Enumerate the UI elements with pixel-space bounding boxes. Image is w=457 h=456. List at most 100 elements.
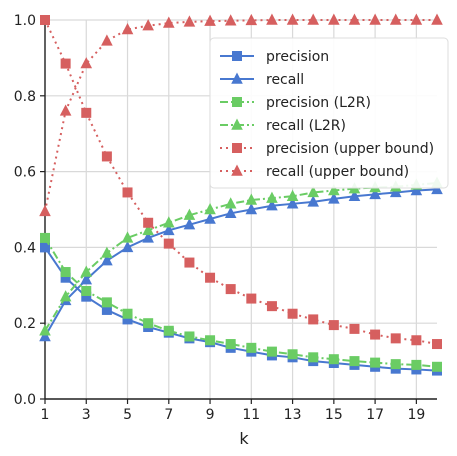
data-point [245, 202, 258, 215]
data-point [266, 301, 277, 312]
data-point [122, 187, 133, 198]
data-point [81, 291, 92, 302]
y-tick-label: 0.0 [14, 392, 36, 408]
data-point [225, 339, 236, 350]
data-point [143, 318, 154, 329]
data-point [80, 273, 93, 285]
data-point [81, 285, 92, 296]
data-point [80, 265, 93, 277]
series-5 [39, 13, 443, 217]
data-point [307, 185, 320, 198]
data-point [287, 308, 298, 319]
legend-item: recall [220, 72, 304, 88]
data-point [411, 359, 422, 370]
series-2 [40, 232, 442, 372]
data-point [60, 267, 71, 278]
data-point [370, 329, 381, 340]
data-point [224, 206, 237, 219]
data-point [121, 240, 134, 253]
data-point [59, 290, 72, 302]
data-point [245, 193, 258, 205]
series-4 [40, 15, 442, 350]
data-point [81, 107, 92, 118]
data-point [431, 182, 443, 195]
data-point [328, 192, 340, 204]
data-point [349, 356, 360, 367]
legend-box [209, 37, 449, 189]
data-point [143, 217, 154, 228]
data-point [349, 323, 360, 334]
data-point [390, 359, 401, 370]
data-point [266, 13, 278, 25]
data-point [142, 223, 154, 236]
data-point [308, 314, 319, 325]
data-point [431, 13, 443, 25]
data-point [121, 22, 134, 35]
series-line [44, 181, 438, 332]
data-point [183, 218, 196, 230]
data-point [204, 14, 216, 26]
data-point [266, 191, 278, 203]
data-point [224, 14, 237, 26]
data-point [411, 335, 422, 346]
data-point [205, 272, 216, 283]
data-point [266, 346, 277, 357]
data-point [369, 187, 381, 200]
data-point [246, 342, 257, 353]
legend-item: precision [220, 49, 329, 65]
data-point [225, 284, 236, 295]
data-point [184, 331, 195, 342]
data-point [390, 333, 401, 344]
legend: precision recall precision (L2R) recall (L2… [209, 37, 449, 189]
y-tick-label: 0.2 [14, 316, 36, 332]
data-point [183, 15, 196, 27]
data-point [204, 212, 216, 224]
data-point [245, 13, 258, 26]
x-tick-label: 11 [242, 407, 260, 423]
data-point [60, 272, 71, 283]
legend-label: precision [266, 49, 329, 65]
data-point [266, 199, 278, 211]
data-point [389, 185, 402, 198]
data-point [348, 13, 361, 25]
data-point [328, 13, 340, 25]
data-point [410, 184, 423, 196]
series-line [44, 19, 438, 346]
data-point [60, 58, 71, 69]
legend-label: precision (upper bound) [266, 141, 434, 157]
data-point [142, 231, 154, 243]
data-point [39, 324, 51, 336]
data-point [348, 189, 361, 201]
legend-item: precision (L2R) [220, 95, 371, 111]
data-point [328, 184, 340, 196]
tick-labels: 1 3 5 7 9 11 13 15 17 190.00.20.40.60.81.0 [14, 13, 426, 423]
x-tick-label: 15 [325, 407, 343, 423]
x-axis-label: k [239, 429, 249, 448]
data-point [101, 246, 113, 258]
data-point [389, 13, 402, 25]
data-point [432, 361, 442, 372]
data-point [122, 314, 133, 325]
legend-marker [231, 164, 243, 176]
data-point [162, 216, 175, 228]
data-point [121, 231, 134, 243]
data-point [39, 329, 51, 342]
y-tick-label: 1.0 [14, 13, 36, 29]
data-point [163, 325, 174, 336]
data-point [40, 15, 50, 25]
legend-item: recall (L2R) [220, 118, 346, 134]
legend-item: recall (upper bound) [220, 164, 409, 180]
series-3 [39, 176, 443, 336]
data-point [101, 151, 112, 162]
data-point [286, 13, 299, 25]
x-tick-label: 13 [284, 407, 302, 423]
legend-marker [232, 51, 242, 61]
data-point [307, 195, 320, 207]
data-point [328, 320, 339, 331]
y-tick-label: 0.8 [14, 89, 36, 105]
x-tick-label: 17 [366, 407, 384, 423]
legend-marker [231, 118, 243, 130]
data-point [286, 197, 299, 209]
